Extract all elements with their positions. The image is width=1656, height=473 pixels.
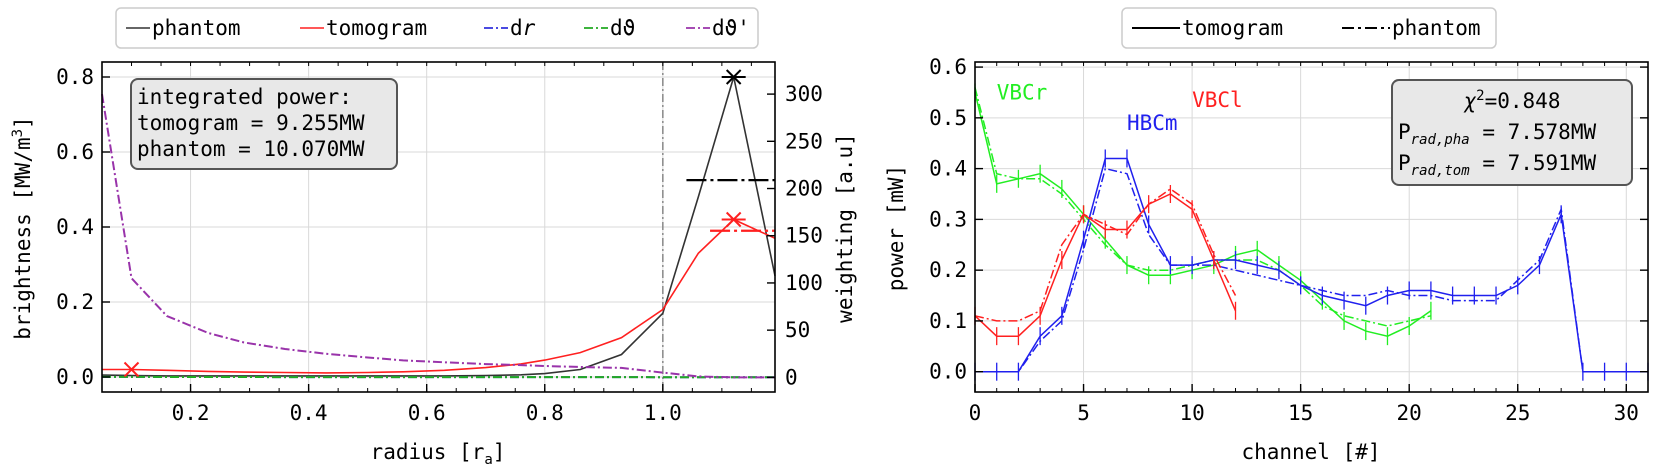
- left-x-tick-label: 1.0: [644, 401, 682, 425]
- left-series-0: [101, 76, 776, 377]
- right-y-tick-label: 0.4: [929, 157, 967, 181]
- info-line-3: phantom = 10.070MW: [137, 137, 365, 161]
- left-marker-0: [123, 361, 140, 378]
- info-line-1: integrated power:: [137, 85, 352, 109]
- camera-label-hbcm: HBCm: [1127, 111, 1178, 135]
- legend-tomogram-right: tomogram: [1182, 16, 1283, 40]
- left-series-3: [101, 375, 775, 379]
- right-x-tick-label: 10: [1179, 401, 1204, 425]
- legend-phantom-right: phantom: [1392, 16, 1481, 40]
- info-line-2: tomogram = 9.255MW: [137, 111, 365, 135]
- right-x-tick-label: 0: [969, 401, 982, 425]
- left-y2-tick-label: 200: [785, 177, 823, 201]
- left-x-tick-label: 0.6: [408, 401, 446, 425]
- right-y-tick-label: 0.1: [929, 309, 967, 333]
- left-y2-tick-label: 300: [785, 82, 823, 106]
- left-marker-1: [721, 69, 746, 85]
- right-x-axis-label: channel [#]: [1241, 440, 1380, 464]
- right-x-tick-label: 5: [1077, 401, 1090, 425]
- right-x-tick-label: 20: [1397, 401, 1422, 425]
- legend-dr: dr: [510, 16, 536, 40]
- right-y-tick-label: 0.2: [929, 258, 967, 282]
- right-x-tick-label: 15: [1288, 401, 1313, 425]
- left-y2-tick-label: 100: [785, 271, 823, 295]
- camera-label-vbcr: VBCr: [997, 80, 1048, 104]
- legend-tomogram: tomogram: [326, 16, 427, 40]
- right-info-box: χ2=0.848 Prad,pha = 7.578MW Prad,tom = 7…: [1391, 79, 1633, 186]
- right-y-tick-label: 0.5: [929, 106, 967, 130]
- left-info-box: integrated power: tomogram = 9.255MW pha…: [130, 78, 398, 170]
- right-series: [974, 83, 1649, 381]
- right-series-2: [975, 157, 1648, 373]
- left-ticks: 0.2 0.4 0.6 0.8 1.0 0.0 0.2 0.4 0.6 0.8 0 50 100 150 2…: [56, 62, 823, 425]
- left-y2-tick-label: 50: [785, 318, 810, 342]
- right-legend: tomogram phantom: [1121, 7, 1497, 49]
- left-x-tick-label: 0.4: [290, 401, 328, 425]
- camera-label-vbcl: VBCl: [1192, 88, 1243, 112]
- left-y-tick-label: 0.4: [56, 215, 94, 239]
- left-markers: [123, 69, 775, 378]
- left-chart: 0.2 0.4 0.6 0.8 1.0 0.0 0.2 0.4 0.6 0.8 0 50 100 150 2…: [10, 7, 857, 468]
- right-ticks: 0 5 10 15 20 25 30 0.0 0.1 0.2 0.3 0.4 0.5 0.6: [929, 55, 1648, 425]
- left-series-1: [102, 218, 776, 374]
- left-y-tick-label: 0.0: [56, 365, 94, 389]
- right-y-tick-label: 0.3: [929, 207, 967, 231]
- chi-square-value: χ2=0.848: [1464, 88, 1561, 113]
- left-series: [101, 76, 776, 379]
- right-y-tick-label: 0.0: [929, 360, 967, 384]
- left-y2-tick-label: 250: [785, 129, 823, 153]
- left-y2-tick-label: 0: [785, 365, 798, 389]
- right-plot-frame: [974, 61, 1649, 393]
- left-y2-axis-label: weighting [a.u]: [833, 133, 857, 323]
- right-series-5: [974, 187, 1237, 322]
- left-x-tick-label: 0.8: [526, 401, 564, 425]
- left-legend: phantom tomogram dr dϑ dϑ': [115, 7, 759, 49]
- left-x-axis-label: radius [ra]: [371, 440, 506, 468]
- left-marker-2: [721, 211, 746, 228]
- right-y-tick-label: 0.6: [929, 55, 967, 79]
- right-series-3: [975, 167, 1648, 373]
- p-rad-phantom: Prad,pha = 7.578MW: [1398, 120, 1596, 148]
- legend-dtheta-prime: dϑ': [712, 16, 750, 40]
- legend-dtheta: dϑ: [610, 16, 635, 40]
- left-y2-tick-label: 150: [785, 224, 823, 248]
- right-series-1: [974, 87, 1432, 327]
- right-x-tick-label: 25: [1505, 401, 1530, 425]
- left-y-axis-label: brightness [MW/m3]: [10, 116, 35, 339]
- left-y-tick-label: 0.8: [56, 65, 94, 89]
- right-series-0: [974, 92, 1432, 337]
- left-y-tick-label: 0.6: [56, 140, 94, 164]
- left-x-tick-label: 0.2: [172, 401, 210, 425]
- left-y-tick-label: 0.2: [56, 290, 94, 314]
- right-series-4-errorbars: [974, 185, 1237, 346]
- p-rad-tomogram: Prad,tom = 7.591MW: [1398, 151, 1596, 179]
- right-x-tick-label: 30: [1614, 401, 1639, 425]
- right-chart: 0 5 10 15 20 25 30 0.0 0.1 0.2 0.3 0.4 0.5 0.6 VBCr HB…: [884, 7, 1649, 464]
- right-camera-labels: VBCr HBCm VBCl: [997, 80, 1243, 134]
- right-y-axis-label: power [mW]: [884, 165, 908, 291]
- legend-phantom: phantom: [152, 16, 241, 40]
